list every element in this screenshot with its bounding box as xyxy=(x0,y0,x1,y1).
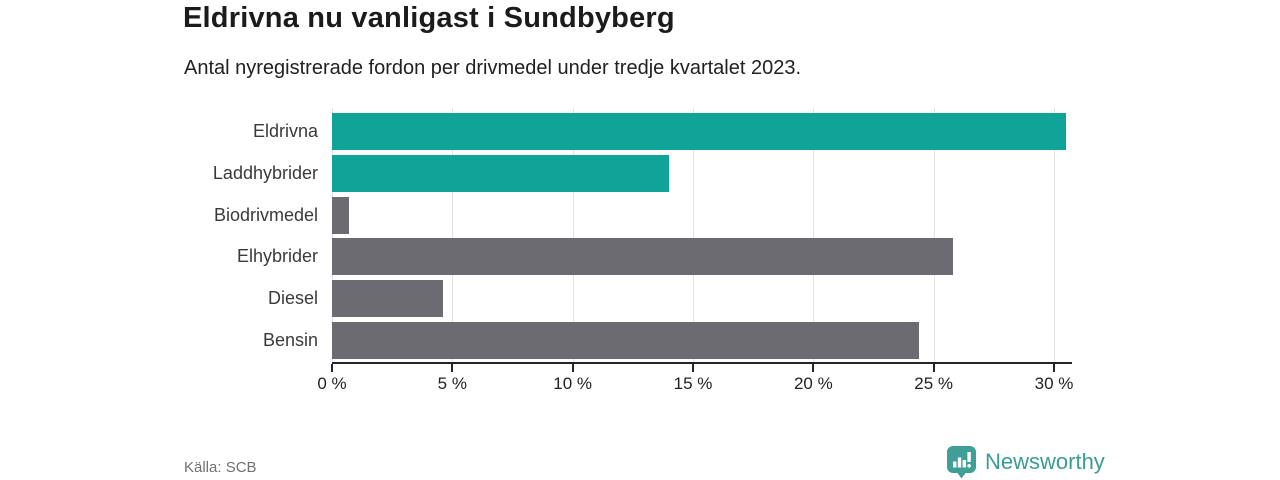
brand-name: Newsworthy xyxy=(985,449,1105,474)
x-tick-label: 20 % xyxy=(793,374,833,393)
bar-label: Eldrivna xyxy=(252,121,318,141)
x-tick xyxy=(1053,364,1055,372)
gridline xyxy=(572,108,574,363)
bar xyxy=(332,238,953,276)
bar xyxy=(332,154,669,192)
x-tick-label: 10 % xyxy=(553,374,593,393)
x-tick xyxy=(932,364,935,372)
gridline xyxy=(813,108,815,363)
bar-label: Bensin xyxy=(262,330,318,350)
x-tick xyxy=(812,364,815,372)
x-tick xyxy=(692,364,694,372)
source-note: Källa: SCB xyxy=(184,459,257,476)
x-tick-label: 5 % xyxy=(437,374,467,393)
bar xyxy=(332,196,349,234)
bar-label: Elhybrider xyxy=(236,246,318,267)
gridline xyxy=(452,108,454,363)
bar-label: Laddhybrider xyxy=(212,162,318,183)
x-tick-label: 25 % xyxy=(914,374,954,393)
gridline xyxy=(933,108,935,363)
page-title: Eldrivna nu vanligast i Sundbyberg xyxy=(183,2,675,34)
x-tick xyxy=(571,364,574,372)
x-axis-line xyxy=(332,362,1072,364)
chart-subtitle: Antal nyregistrerade fordon per drivmede… xyxy=(184,57,802,79)
bar-label: Biodrivmedel xyxy=(213,204,318,225)
x-tick xyxy=(331,364,333,372)
x-tick-label: 30 % xyxy=(1034,374,1074,393)
gridline xyxy=(332,108,333,363)
gridline xyxy=(693,108,694,363)
gridline xyxy=(1054,108,1055,363)
bar xyxy=(332,113,1067,150)
newsworthy-icon xyxy=(947,446,976,479)
bar xyxy=(332,322,920,359)
bar xyxy=(332,280,443,318)
bar-label: Diesel xyxy=(267,288,318,309)
brand-logo: Newsworthy xyxy=(946,445,1105,479)
x-tick-label: 15 % xyxy=(673,374,713,393)
x-tick-label: 0 % xyxy=(317,374,347,393)
x-tick xyxy=(451,364,454,372)
